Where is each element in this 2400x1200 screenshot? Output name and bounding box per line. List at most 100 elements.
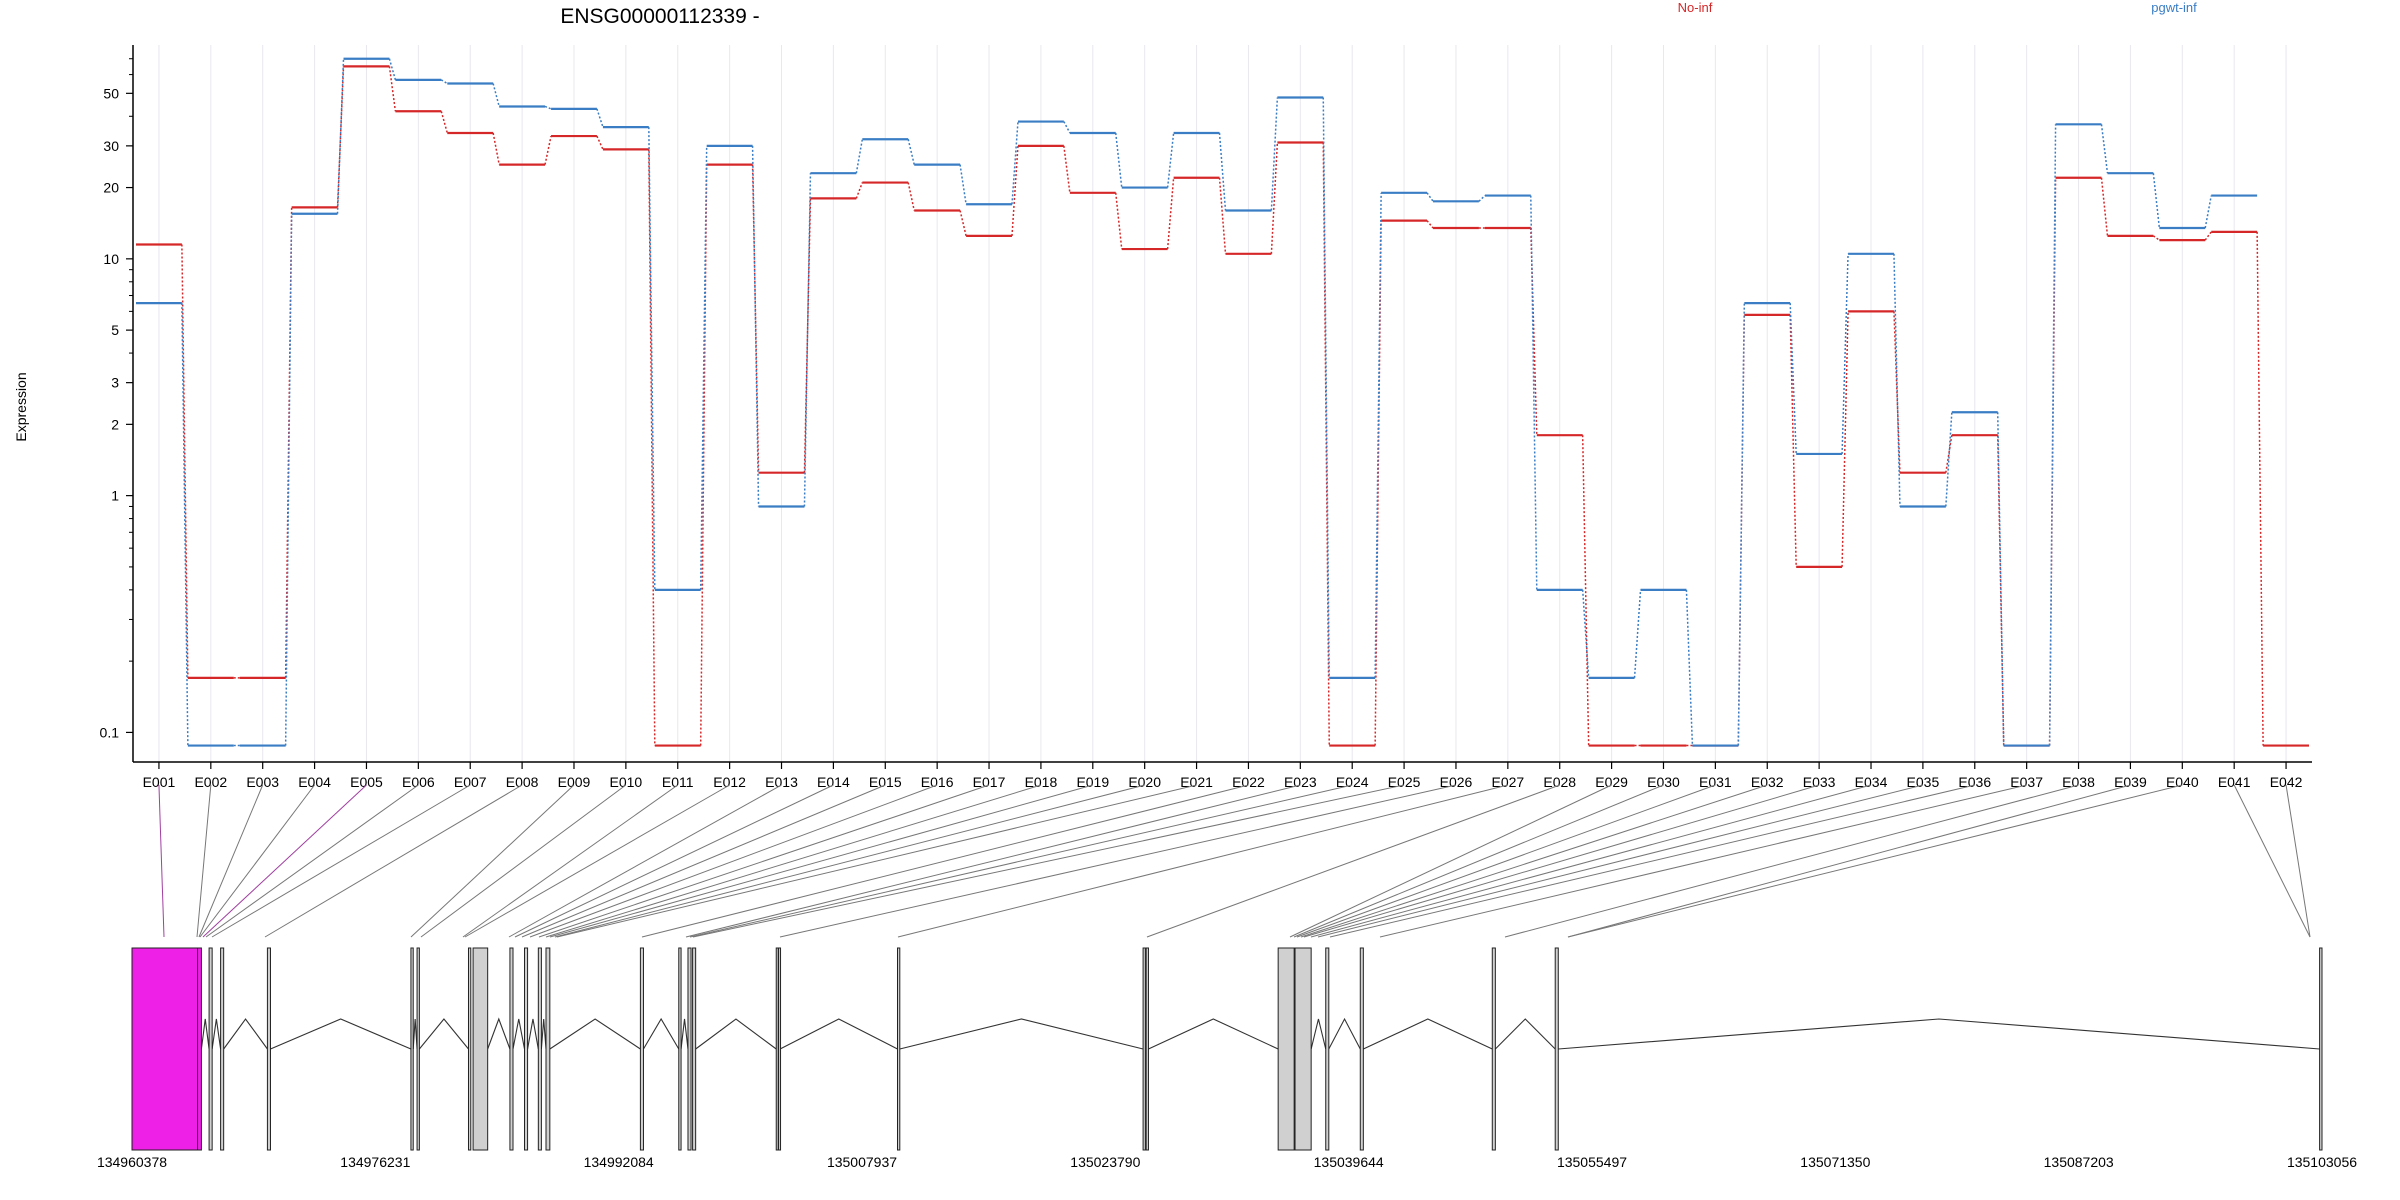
- exon-box: [1145, 947, 1149, 1151]
- series-connector: [1581, 589, 1590, 678]
- x-tick-label-E011: E011: [662, 774, 694, 790]
- coordinate-label: 134960378: [97, 1154, 167, 1170]
- connector-E020: [554, 784, 1145, 938]
- y-tick-label: 20: [103, 180, 119, 196]
- x-tick-label-E012: E012: [713, 774, 746, 790]
- connector-E037: [1379, 784, 2027, 938]
- series-connector: [1063, 145, 1071, 193]
- x-tick-label-E017: E017: [973, 774, 1006, 790]
- exon-box: [467, 947, 472, 1151]
- series-connector: [284, 207, 293, 678]
- exon-box: [778, 947, 782, 1151]
- genomic-coordinate-axis: 134960378 134976231 134992084 135007937 1350…: [97, 1154, 2357, 1170]
- series-connector: [596, 108, 604, 128]
- x-tick-label-E014: E014: [817, 774, 850, 790]
- coordinate-label: 135007937: [827, 1154, 897, 1170]
- series-connector: [959, 164, 967, 205]
- y-axis-label: Expression: [13, 372, 29, 441]
- exon-box: [1491, 947, 1496, 1151]
- exon-box: [678, 947, 682, 1151]
- x-tick-label-E038: E038: [2062, 774, 2095, 790]
- intron-line: [1310, 1018, 1327, 1050]
- series-connector: [1011, 145, 1019, 236]
- series-connector: [1166, 132, 1175, 188]
- x-tick-label-E026: E026: [1440, 774, 1473, 790]
- exon-box: [220, 947, 225, 1151]
- x-tick-label-E015: E015: [869, 774, 902, 790]
- x-tick-label-E013: E013: [765, 774, 798, 790]
- coordinate-label: 135087203: [2044, 1154, 2114, 1170]
- connector-E022: [641, 784, 1249, 938]
- connector-E003: [198, 784, 264, 938]
- exon-box: [1554, 947, 1559, 1151]
- connector-E011: [462, 784, 679, 938]
- connector-E018: [545, 784, 1042, 938]
- series-connector: [1063, 121, 1071, 134]
- series-connector: [2048, 124, 2057, 746]
- series-connector: [1011, 121, 1019, 205]
- x-axis: E001 E002 E003 E004 E005 E006 E007 E008 E009 E010…: [133, 761, 2312, 790]
- coordinate-label: 135023790: [1070, 1154, 1140, 1170]
- series-connector: [648, 149, 656, 746]
- series-connector: [1945, 412, 1953, 507]
- connector-E004: [199, 784, 315, 938]
- series-connector: [388, 66, 397, 112]
- connector-E024: [689, 784, 1353, 938]
- intron-line: [527, 1018, 539, 1050]
- connector-E010: [420, 784, 627, 938]
- exon-box: [537, 947, 542, 1151]
- series-connector: [907, 139, 915, 165]
- connector-E042: [2285, 784, 2311, 938]
- series-connector: [440, 79, 448, 85]
- intron-line: [1148, 1018, 1279, 1050]
- y-tick-label: 1: [111, 488, 119, 504]
- series-connector: [440, 111, 449, 134]
- series-connector: [1426, 192, 1434, 202]
- intron-line: [540, 1018, 547, 1050]
- intron-line: [211, 1018, 222, 1050]
- exon-box: [896, 947, 901, 1151]
- series-connector: [1633, 589, 1642, 678]
- intron-line: [779, 1018, 898, 1050]
- connector-E012: [464, 784, 730, 938]
- series-connector: [2256, 231, 2264, 746]
- connector-E008: [264, 784, 523, 938]
- series-connector: [907, 182, 915, 211]
- connector-E035: [1317, 784, 1924, 938]
- exon-box: [416, 947, 420, 1151]
- connector-E007: [211, 784, 471, 938]
- x-tick-label-E024: E024: [1336, 774, 1369, 790]
- x-tick-label-E027: E027: [1491, 774, 1524, 790]
- connector-E016: [529, 784, 938, 938]
- y-tick-label: 30: [103, 138, 119, 154]
- intron-line: [418, 1018, 469, 1050]
- gene-model-track: [131, 947, 2323, 1151]
- x-tick-label-E007: E007: [454, 774, 487, 790]
- series-connector: [1270, 142, 1279, 254]
- series-connector: [803, 198, 812, 473]
- y-tick-label: 3: [111, 375, 119, 391]
- series-connector: [1322, 97, 1331, 678]
- intron-line: [1558, 1018, 2320, 1050]
- x-tick-label-E034: E034: [1855, 774, 1888, 790]
- connector-E013: [508, 784, 782, 938]
- series-connector: [1218, 177, 1227, 254]
- legend-item-no-inf: No-inf: [1678, 0, 1713, 15]
- connector-E014: [514, 784, 834, 938]
- y-tick-label: 50: [103, 85, 119, 101]
- series-connector: [1737, 303, 1746, 746]
- x-tick-label-E005: E005: [350, 774, 383, 790]
- x-tick-label-E018: E018: [1025, 774, 1058, 790]
- x-tick-label-E006: E006: [402, 774, 435, 790]
- series-connector: [1996, 412, 2005, 746]
- coordinate-label: 135039644: [1314, 1154, 1384, 1170]
- x-tick-label-E010: E010: [610, 774, 643, 790]
- y-axis: 0.1 1 2 3 5 10 20 30 50: [100, 45, 134, 762]
- series-connector: [596, 135, 604, 150]
- series-connector: [2100, 124, 2109, 174]
- legend-item-pgwt-inf: pgwt-inf: [2151, 0, 2197, 15]
- gridlines: [158, 45, 2287, 762]
- series-connector: [751, 164, 760, 473]
- series-connector: [1685, 589, 1694, 746]
- connector-E028: [1146, 784, 1560, 938]
